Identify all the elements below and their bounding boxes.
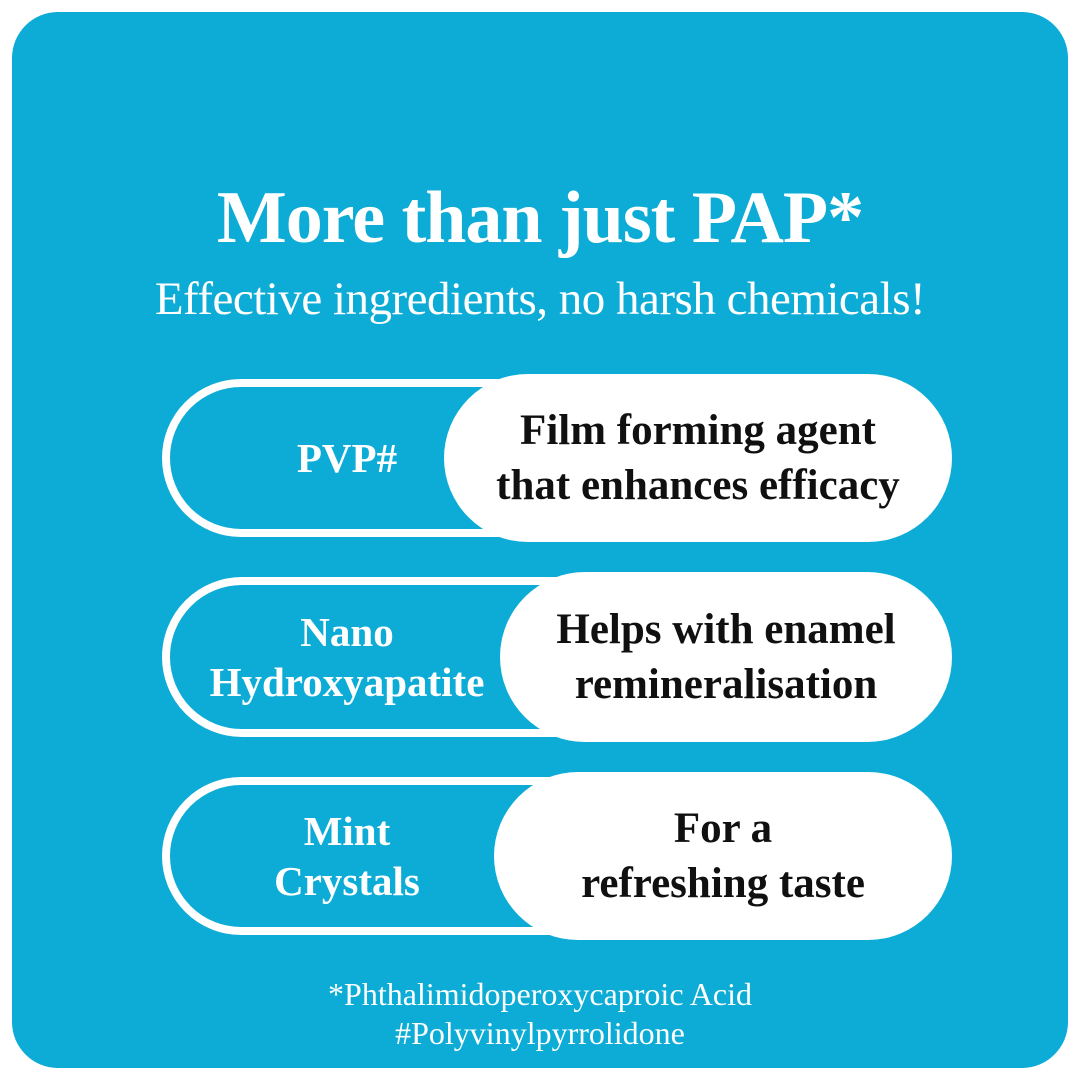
page-title: More than just PAP* <box>216 177 864 259</box>
page-subtitle: Effective ingredients, no harsh chemical… <box>154 273 926 325</box>
benefit-pill: Film forming agent that enhances efficac… <box>444 374 952 542</box>
benefit-pill: Helps with enamel remineralisation <box>500 572 952 742</box>
footnote-line-pvp: #Polyvinylpyrrolidone <box>395 1015 685 1052</box>
benefit-pill: For a refreshing taste <box>494 772 952 940</box>
ingredient-row-nano-hydroxyapatite: Nano Hydroxyapatite Helps with enamel re… <box>162 572 952 742</box>
card-background: More than just PAP* Effective ingredient… <box>12 12 1068 1068</box>
ingredient-name: Mint Crystals <box>274 807 420 904</box>
ingredient-row-pvp: PVP# Film forming agent that enhances ef… <box>162 374 952 542</box>
ingredient-name: Nano Hydroxyapatite <box>209 608 485 705</box>
footnote-line-pap: *Phthalimidoperoxycaproic Acid <box>328 976 752 1012</box>
benefit-text: Film forming agent that enhances efficac… <box>496 406 900 509</box>
ingredient-name: PVP# <box>296 434 398 481</box>
benefit-text: For a refreshing taste <box>581 804 865 907</box>
footnotes: *Phthalimidoperoxycaproic Acid #Polyviny… <box>12 975 1068 1053</box>
ingredient-row-mint-crystals: Mint Crystals For a refreshing taste <box>162 772 952 940</box>
benefit-text: Helps with enamel remineralisation <box>556 605 896 708</box>
